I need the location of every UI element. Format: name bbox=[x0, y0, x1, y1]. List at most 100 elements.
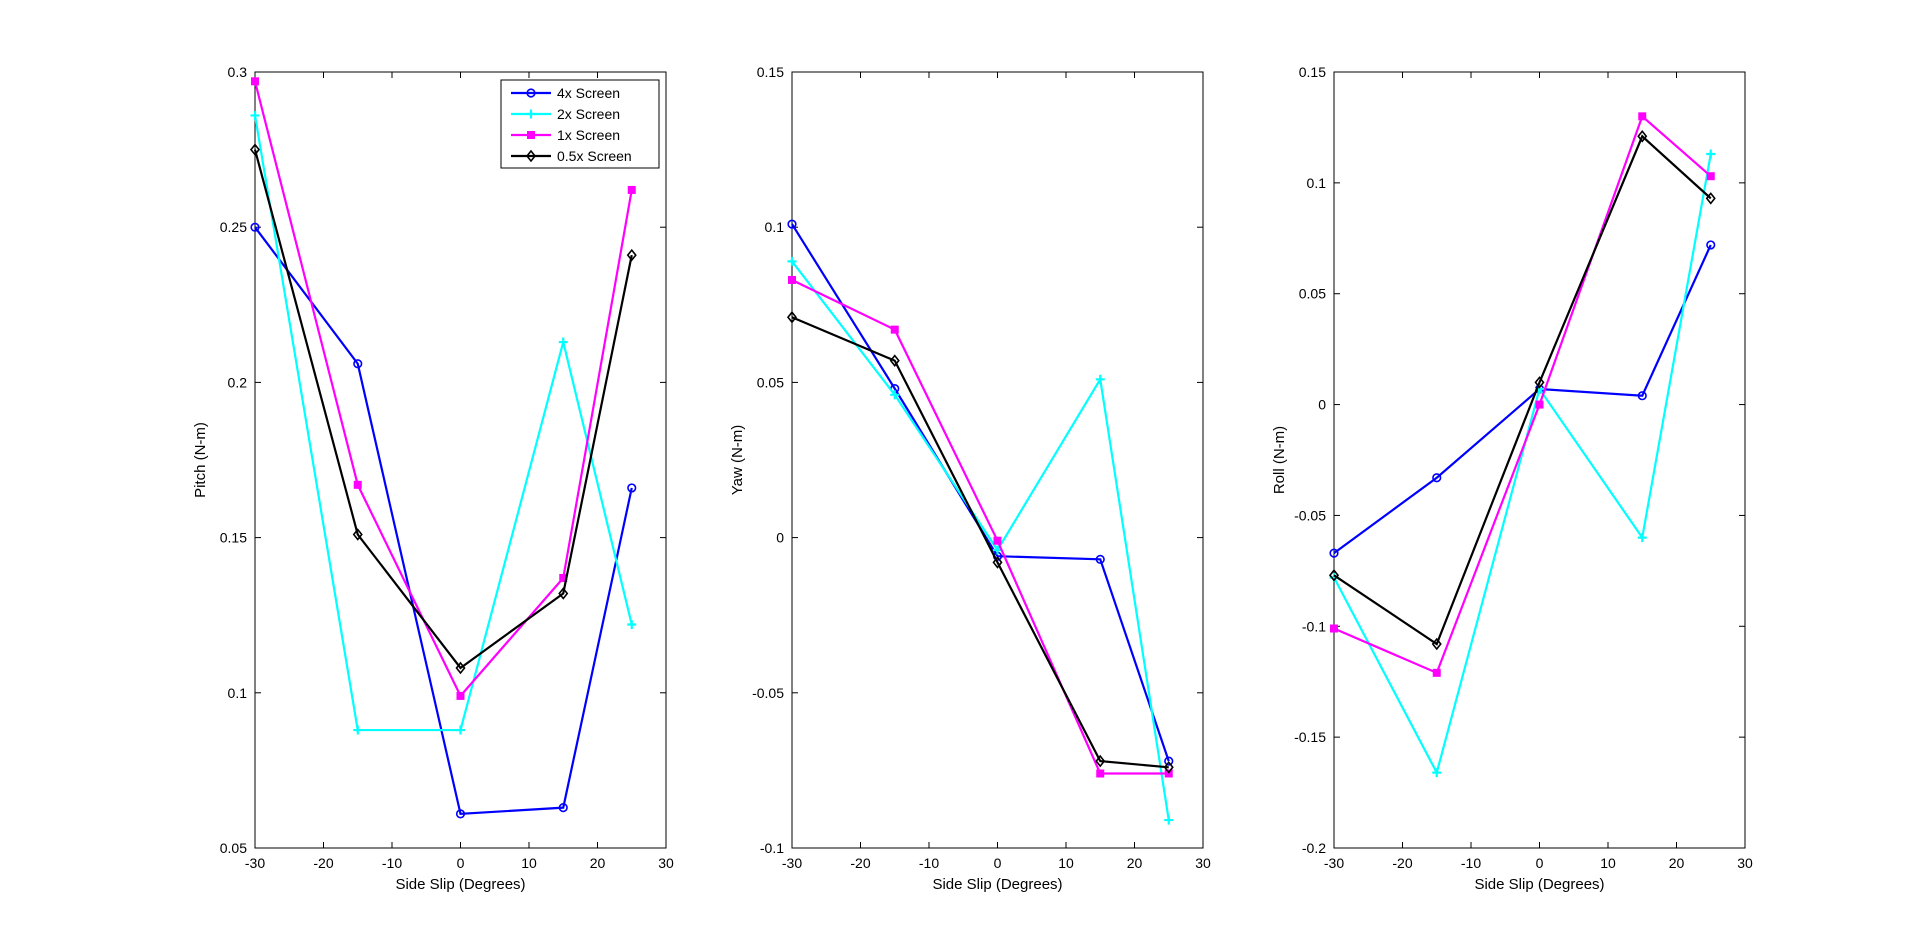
data-point bbox=[1705, 192, 1716, 205]
x-tick-label: -30 bbox=[782, 855, 802, 871]
y-tick-label: 0.3 bbox=[228, 64, 248, 80]
legend-entry: 0.5x Screen bbox=[557, 148, 632, 164]
data-point bbox=[1164, 756, 1174, 766]
data-point bbox=[251, 77, 259, 86]
data-point bbox=[455, 661, 466, 675]
y-tick-label: -0.2 bbox=[1302, 840, 1326, 856]
legend: 4x Screen 2x Screen 1x Screen 0.5x Screen bbox=[500, 79, 660, 169]
y-axis-label: Yaw (N-m) bbox=[729, 425, 746, 496]
series-1x-screen bbox=[251, 77, 636, 700]
legend-swatch-marker bbox=[526, 88, 536, 98]
y-tick-label: -0.05 bbox=[1294, 507, 1326, 523]
legend-entry: 4x Screen bbox=[557, 85, 620, 101]
data-point bbox=[1637, 533, 1647, 543]
data-point bbox=[353, 359, 363, 369]
y-tick-label: 0.1 bbox=[1307, 175, 1327, 191]
y-tick-label: -0.1 bbox=[760, 840, 784, 856]
y-axis-label: Pitch (N-m) bbox=[192, 422, 209, 498]
legend-swatch-marker bbox=[525, 149, 537, 163]
data-point bbox=[1330, 624, 1338, 633]
data-point bbox=[992, 556, 1003, 569]
data-point bbox=[353, 725, 363, 735]
x-tick-label: 0 bbox=[457, 855, 465, 871]
series-2x-screen bbox=[250, 110, 637, 735]
axes-box bbox=[1333, 71, 1746, 849]
data-point bbox=[627, 483, 637, 493]
data-point bbox=[1706, 240, 1716, 250]
x-tick-label: -20 bbox=[1392, 855, 1412, 871]
y-axis-label: Roll (N-m) bbox=[1271, 426, 1288, 494]
series-4x-screen bbox=[250, 222, 637, 819]
data-point bbox=[627, 620, 637, 630]
data-point bbox=[558, 337, 568, 347]
y-tick-label: 0.25 bbox=[220, 219, 247, 235]
x-tick-label: -10 bbox=[919, 855, 939, 871]
y-tick-label: -0.15 bbox=[1294, 729, 1326, 745]
data-point bbox=[993, 536, 1002, 545]
y-tick-label: 0 bbox=[1318, 397, 1326, 413]
data-point bbox=[1637, 130, 1648, 143]
data-point bbox=[890, 390, 900, 400]
series-line bbox=[253, 149, 633, 670]
data-point bbox=[1096, 769, 1105, 778]
x-tick-label: 30 bbox=[1737, 855, 1753, 871]
y-tick-label: 0.1 bbox=[765, 219, 785, 235]
data-point bbox=[456, 725, 465, 735]
x-tick-label: 20 bbox=[1669, 855, 1685, 871]
data-point bbox=[1432, 668, 1441, 677]
data-point bbox=[787, 256, 797, 266]
data-point bbox=[250, 222, 260, 232]
series-2x-screen bbox=[787, 256, 1174, 825]
legend-swatch-marker bbox=[527, 131, 535, 139]
data-point bbox=[1095, 754, 1106, 768]
data-point bbox=[786, 310, 798, 324]
data-point bbox=[1328, 569, 1340, 582]
data-point bbox=[1329, 548, 1339, 558]
data-point bbox=[1164, 815, 1174, 825]
y-tick-label: 0.1 bbox=[228, 685, 248, 701]
y-tick-label: 0.15 bbox=[1299, 64, 1326, 80]
x-tick-label: 10 bbox=[1058, 855, 1074, 871]
x-tick-label: -20 bbox=[313, 855, 333, 871]
x-tick-label: 10 bbox=[521, 855, 537, 871]
data-point bbox=[1706, 149, 1716, 159]
x-tick-label: 30 bbox=[1195, 855, 1211, 871]
data-point bbox=[558, 587, 569, 600]
x-tick-label: -10 bbox=[382, 855, 402, 871]
data-point bbox=[249, 143, 261, 156]
subplot-2: -30 -20 -10 0 10 20 30 -0.1 -0.05 0 0.05 0.1 0.15 Sid… bbox=[729, 64, 1211, 893]
y-tick-label: 0.05 bbox=[1299, 286, 1326, 302]
axes-box bbox=[791, 71, 1204, 849]
data-point bbox=[788, 275, 796, 284]
x-tick-label: -30 bbox=[1324, 855, 1344, 871]
series-line bbox=[1333, 134, 1712, 646]
data-point bbox=[1431, 637, 1442, 651]
y-tick-label: 0 bbox=[776, 530, 784, 546]
data-point bbox=[1163, 761, 1174, 774]
x-axis-label: Side Slip (Degrees) bbox=[932, 876, 1062, 893]
x-tick-label: -30 bbox=[245, 855, 265, 871]
data-point bbox=[890, 325, 899, 334]
y-tick-label: -0.05 bbox=[752, 685, 784, 701]
series-0-5x-screen bbox=[1328, 130, 1716, 651]
x-tick-label: -10 bbox=[1461, 855, 1481, 871]
y-tick-label: -0.1 bbox=[1302, 618, 1326, 634]
data-point bbox=[1095, 554, 1105, 564]
x-tick-label: -20 bbox=[850, 855, 870, 871]
data-point bbox=[1637, 391, 1647, 401]
series-0-5x-screen bbox=[786, 310, 1174, 774]
data-point bbox=[1432, 768, 1442, 778]
data-point bbox=[889, 354, 900, 367]
y-tick-label: 0.05 bbox=[220, 840, 247, 856]
data-point bbox=[1432, 473, 1442, 483]
data-point bbox=[352, 528, 363, 541]
y-tick-label: 0.15 bbox=[757, 64, 784, 80]
x-tick-label: 30 bbox=[658, 855, 674, 871]
data-point bbox=[353, 480, 362, 489]
y-tick-label: 0.15 bbox=[220, 530, 247, 546]
x-tick-label: 0 bbox=[1536, 855, 1544, 871]
series-line bbox=[254, 226, 633, 816]
data-point bbox=[455, 809, 466, 819]
